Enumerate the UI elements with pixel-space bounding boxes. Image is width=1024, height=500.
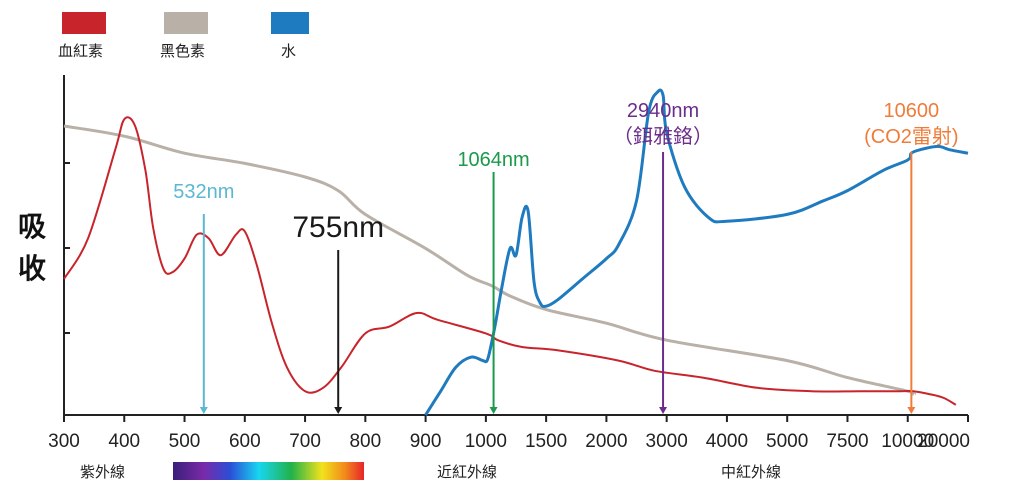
wavelength-marker: 10600 (CO2雷射) <box>864 100 959 414</box>
series-layer <box>63 88 969 416</box>
x-tick-label: 2000 <box>585 431 627 452</box>
wavelength-marker: 532nm <box>173 181 234 414</box>
region-label-nir: 近紅外線 <box>437 463 497 481</box>
marker-label: 1064nm <box>457 149 529 171</box>
x-tick-label: 1000 <box>465 431 507 452</box>
region-label-mir: 中紅外線 <box>721 463 781 481</box>
legend-swatch-water <box>271 12 309 34</box>
wavelength-marker: 1064nm <box>457 149 530 414</box>
x-tick-label: 500 <box>169 431 201 452</box>
arrow-head-icon <box>907 407 916 414</box>
legend-label-melanin: 黑色素 <box>160 42 205 60</box>
y-axis-label-1: 吸 <box>18 210 46 243</box>
y-axis-label-2: 收 <box>18 252 46 285</box>
annotation-layer: 532nm 755nm 1064nm 2940nm （鉺雅鉻） 10600 (CO2雷射) <box>173 100 959 414</box>
region-label-uv: 紫外線 <box>80 463 125 481</box>
legend-swatch-melanin <box>164 12 208 34</box>
x-tick-label: 600 <box>229 431 261 452</box>
x-tick-label: 7500 <box>826 431 868 452</box>
y-ticks <box>64 162 70 334</box>
x-tick-label: 1500 <box>525 431 567 452</box>
x-tick-label: 5000 <box>766 431 808 452</box>
arrow-head-icon <box>489 407 498 414</box>
legend: 血紅素 黑色素 水 <box>58 12 309 60</box>
x-tick-label: 400 <box>108 431 140 452</box>
legend-swatch-hemoglobin <box>62 12 106 34</box>
marker-label: 755nm <box>292 211 384 244</box>
marker-label: (CO2雷射) <box>864 125 958 148</box>
visible-spectrum-bar <box>173 462 364 480</box>
legend-label-hemoglobin: 血紅素 <box>58 42 103 60</box>
wavelength-marker: 755nm <box>292 211 384 414</box>
marker-label: 532nm <box>173 181 234 203</box>
wavelength-marker: 2940nm （鉺雅鉻） <box>613 100 713 414</box>
x-ticks: 300 400 500 600 700 800 900 1000 1500 2000 3000 400… <box>48 415 970 452</box>
x-tick-label: 300 <box>48 431 80 452</box>
arrow-head-icon <box>199 407 208 414</box>
arrow-head-icon <box>659 407 668 414</box>
x-tick-label: 900 <box>410 431 442 452</box>
series-line-water <box>424 88 969 416</box>
arrow-head-icon <box>334 407 343 414</box>
x-tick-label: 800 <box>349 431 381 452</box>
series-line-melanin <box>63 124 917 396</box>
legend-label-water: 水 <box>281 42 296 60</box>
marker-label: 10600 <box>884 100 940 122</box>
x-tick-label: 20000 <box>917 431 970 452</box>
marker-label: （鉺雅鉻） <box>613 125 713 148</box>
x-tick-label: 10000 <box>881 431 934 452</box>
x-tick-label: 700 <box>289 431 321 452</box>
x-tick-label: 4000 <box>706 431 748 452</box>
series-line-hemoglobin <box>63 116 957 406</box>
marker-label: 2940nm <box>627 100 699 122</box>
x-tick-label: 3000 <box>646 431 688 452</box>
